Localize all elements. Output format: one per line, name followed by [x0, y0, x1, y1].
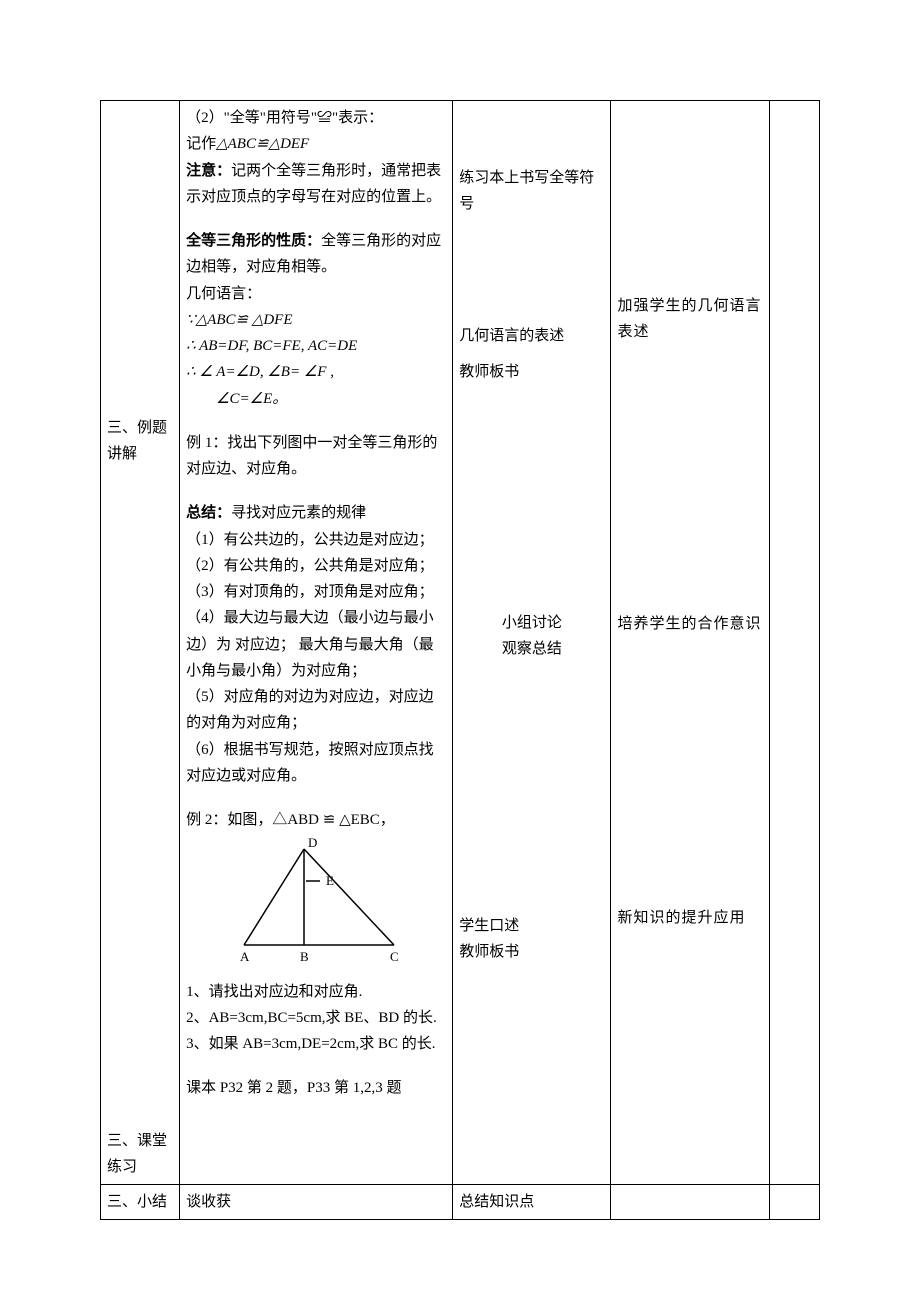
- col-empty: [769, 101, 819, 1185]
- example-1: 例 1：找出下列图中一对全等三角形的对应边、对应角。: [186, 430, 446, 483]
- svg-text:C: C: [390, 949, 399, 964]
- purpose-4: 新知识的提升应用: [617, 905, 762, 931]
- summary-title: 寻找对应元素的规律: [231, 505, 366, 521]
- svg-text:E: E: [326, 873, 334, 888]
- col-content: （2）"全等"用符号"≌"表示： 记作△ABC≌△DEF 注意：记两个全等三角形…: [180, 101, 453, 1185]
- property-label: 全等三角形的性质：: [186, 233, 321, 249]
- geo-so-angles2-text: ∠C=∠E。: [216, 391, 287, 407]
- geo-so-angles1: ∴ ∠ A=∠D, ∠B= ∠F ,: [186, 359, 446, 385]
- summary-purpose: [611, 1185, 769, 1220]
- ex2-question-1: 1、请找出对应边和对应角.: [186, 979, 446, 1005]
- svg-text:B: B: [300, 949, 309, 964]
- section-heading-practice: 三、课堂练习: [107, 1128, 173, 1181]
- section-heading-examples: 三、例题讲解: [107, 415, 173, 468]
- activity-3a: 小组讨论: [459, 610, 604, 636]
- table-row: 三、例题讲解 三、课堂练习 （2）"全等"用符号"≌"表示： 记作△ABC≌△D…: [101, 101, 820, 1185]
- summary-content: 谈收获: [180, 1185, 453, 1220]
- geo-so-angles2: ∠C=∠E。: [186, 386, 446, 412]
- purpose-2: 加强学生的几何语言表述: [617, 293, 762, 346]
- rule-5: （5）对应角的对边为对应边，对应边的对角为对应角；: [186, 684, 446, 737]
- activity-4b: 教师板书: [459, 939, 604, 965]
- svg-text:D: D: [308, 837, 317, 850]
- geo-so-angles1-text: ∴ ∠ A=∠D, ∠B= ∠F ,: [186, 364, 334, 380]
- triangle-diagram: A B C D E: [186, 833, 446, 978]
- rule-1: （1）有公共边的，公共边是对应边；: [186, 527, 446, 553]
- col-section-headings: 三、例题讲解 三、课堂练习: [101, 101, 180, 1185]
- activity-2b: 教师板书: [459, 359, 604, 385]
- ex2-question-2: 2、AB=3cm,BC=5cm,求 BE、BD 的长.: [186, 1005, 446, 1031]
- spacer: [186, 789, 446, 807]
- lesson-plan-table: 三、例题讲解 三、课堂练习 （2）"全等"用符号"≌"表示： 记作△ABC≌△D…: [100, 100, 820, 1220]
- record-prefix: 记作: [186, 136, 216, 152]
- geo-because-text: ∵△ABC≌ △DFE: [186, 312, 292, 328]
- svg-text:A: A: [240, 949, 250, 964]
- example-2: 例 2：如图，△ABD ≌ △EBC，: [186, 807, 446, 833]
- practice-text: 课本 P32 第 2 题，P33 第 1,2,3 题: [186, 1075, 446, 1101]
- table-row: 三、小结 谈收获 总结知识点: [101, 1185, 820, 1220]
- triangle-svg: A B C D E: [226, 837, 406, 967]
- rules-summary-heading: 总结：寻找对应元素的规律: [186, 500, 446, 526]
- note-line: 注意：记两个全等三角形时，通常把表示对应顶点的字母写在对应的位置上。: [186, 158, 446, 211]
- rule-3: （3）有对顶角的，对顶角是对应角；: [186, 579, 446, 605]
- spacer: [186, 412, 446, 430]
- geo-so-sides: ∴ AB=DF, BC=FE, AC=DE: [186, 333, 446, 359]
- activity-3b: 观察总结: [459, 636, 604, 662]
- rule-6: （6）根据书写规范，按照对应顶点找对应边或对应角。: [186, 737, 446, 790]
- geo-so-sides-text: ∴ AB=DF, BC=FE, AC=DE: [186, 338, 357, 354]
- notation-record: 记作△ABC≌△DEF: [186, 131, 446, 157]
- summary-activity: 总结知识点: [453, 1185, 611, 1220]
- rule-4: （4）最大边与最大边（最小边与最小边）为 对应边； 最大角与最大角（最小角与最小…: [186, 605, 446, 684]
- summary-label: 总结：: [186, 505, 231, 521]
- spacer: [186, 210, 446, 228]
- activity-2a: 几何语言的表述: [459, 323, 604, 349]
- spacer: [186, 482, 446, 500]
- spacer: [186, 1057, 446, 1075]
- note-label: 注意：: [186, 163, 231, 179]
- col-activity: 练习本上书写全等符号 几何语言的表述 教师板书 小组讨论 观察总结 学生口述 教…: [453, 101, 611, 1185]
- section-heading-summary: 三、小结: [101, 1185, 180, 1220]
- notation-intro: （2）"全等"用符号"≌"表示：: [186, 105, 446, 131]
- geo-language-label: 几何语言：: [186, 281, 446, 307]
- activity-1: 练习本上书写全等符号: [459, 165, 604, 218]
- purpose-3: 培养学生的合作意识: [617, 611, 762, 637]
- ex2-question-3: 3、如果 AB=3cm,DE=2cm,求 BC 的长.: [186, 1031, 446, 1057]
- rule-2: （2）有公共角的，公共角是对应角；: [186, 553, 446, 579]
- property-line: 全等三角形的性质：全等三角形的对应边相等，对应角相等。: [186, 228, 446, 281]
- geo-because: ∵△ABC≌ △DFE: [186, 307, 446, 333]
- col-purpose: 加强学生的几何语言表述 培养学生的合作意识 新知识的提升应用: [611, 101, 769, 1185]
- summary-empty: [769, 1185, 819, 1220]
- record-triangles: △ABC≌△DEF: [216, 136, 309, 152]
- activity-4a: 学生口述: [459, 913, 604, 939]
